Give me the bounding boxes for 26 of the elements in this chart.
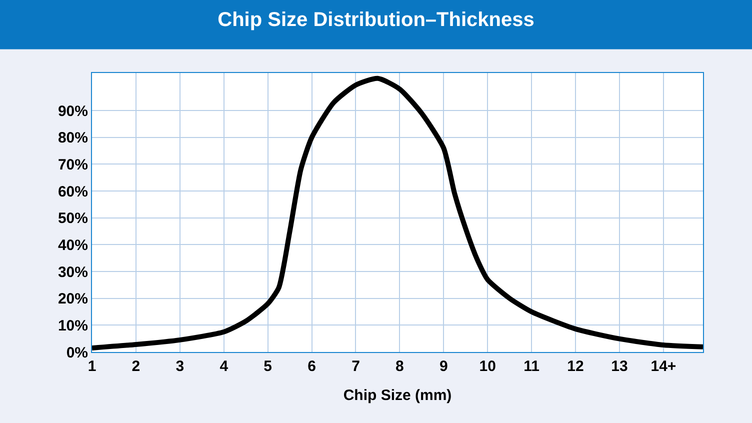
x-tick-label: 7: [352, 358, 360, 375]
x-tick-label: 14+: [650, 358, 676, 375]
x-tick-label: 5: [264, 358, 272, 375]
x-tick-label: 12: [567, 358, 584, 375]
y-tick-label: 30%: [58, 264, 88, 281]
x-tick-label: 13: [611, 358, 628, 375]
y-tick-label: 0%: [66, 344, 88, 362]
x-tick-label: 6: [308, 358, 316, 375]
y-tick-label: 70%: [58, 156, 88, 174]
x-tick-label: 11: [524, 358, 540, 375]
y-tick-label: 10%: [58, 317, 88, 334]
x-tick-label: 8: [396, 358, 404, 375]
y-tick-label: 90%: [58, 102, 88, 120]
x-axis-title: Chip Size (mm): [343, 387, 452, 404]
y-tick-label: 20%: [58, 290, 88, 308]
x-tick-label: 1: [88, 358, 96, 375]
y-tick-label: 60%: [58, 183, 88, 200]
x-tick-label: 4: [220, 358, 229, 375]
y-tick-label: 40%: [58, 236, 88, 254]
y-tick-label: 50%: [58, 210, 88, 228]
y-tick-label: 80%: [58, 130, 88, 147]
x-tick-label: 2: [132, 358, 140, 375]
chart-title: Chip Size Distribution–Thickness: [218, 9, 534, 32]
x-tick-label: 10: [479, 358, 496, 375]
x-tick-label: 9: [439, 358, 448, 375]
x-tick-label: 3: [176, 358, 184, 375]
